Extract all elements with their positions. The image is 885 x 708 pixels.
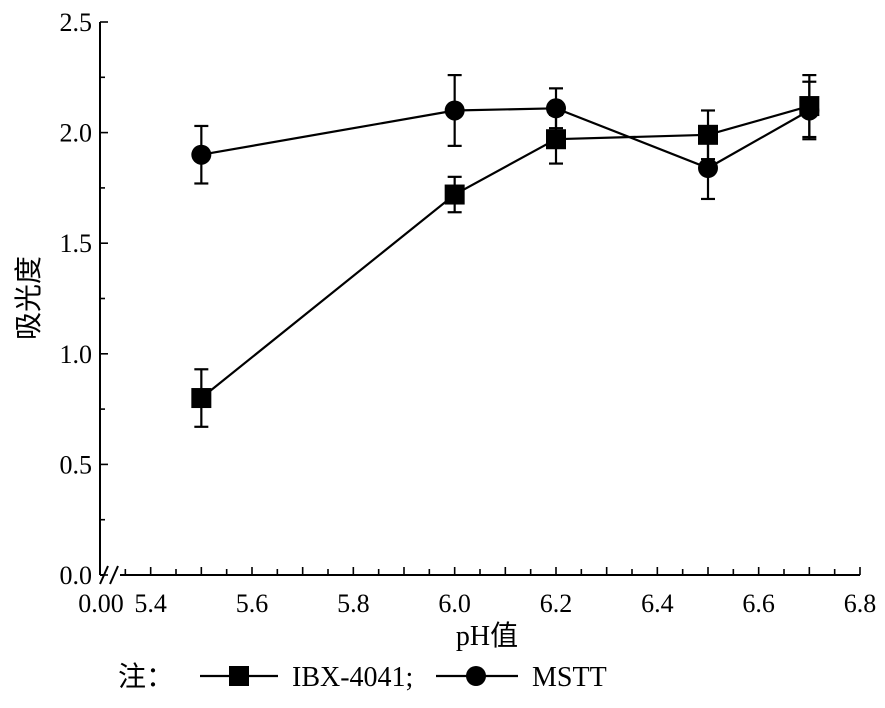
axes [99, 22, 860, 585]
data-point-square [444, 184, 465, 205]
data-point-square [546, 129, 566, 150]
x-tick-label: 5.8 [337, 589, 370, 618]
data-point-circle [444, 100, 465, 121]
x-origin-tick-label: 0.00 [78, 589, 124, 618]
series-square [191, 73, 820, 428]
x-tick-label: 5.6 [236, 589, 269, 618]
series-layer [191, 73, 820, 428]
legend-label-ibx: IBX-4041; [292, 662, 413, 693]
x-tick-label: 6.2 [540, 589, 573, 618]
y-tick-label: 1.0 [60, 340, 93, 369]
legend: 注： IBX-4041; MSTT [118, 661, 607, 693]
legend-square-marker-icon [229, 666, 249, 686]
legend-prefix: 注： [118, 661, 174, 693]
y-tick-label: 0.5 [60, 450, 93, 479]
axis-break-mark [109, 565, 119, 585]
x-tick-label: 6.0 [438, 589, 471, 618]
data-point-circle [698, 157, 718, 178]
y-tick-label: 2.0 [60, 119, 93, 148]
y-tick-label: 1.5 [60, 229, 93, 258]
data-point-circle [191, 144, 212, 165]
y-tick-label: 0.0 [60, 561, 93, 590]
x-axis-label: pH值 [456, 620, 518, 652]
y-tick-label: 2.5 [60, 8, 93, 37]
legend-label-mstt: MSTT [532, 662, 607, 693]
x-axis-ticks: 5.4 5.6 5.8 6.0 6.2 6.4 6.6 6.8 [124, 567, 877, 618]
data-point-circle [799, 100, 820, 121]
data-point-square [191, 388, 212, 409]
series-line [200, 105, 810, 399]
x-tick-label: 6.6 [742, 589, 775, 618]
series-line [201, 107, 810, 170]
x-tick-label: 6.4 [641, 589, 674, 618]
y-axis-label: 吸光度 [13, 256, 45, 340]
legend-circle-marker-icon [466, 666, 486, 686]
y-axis-ticks: 0.0 0.5 1.0 1.5 2.0 2.5 [60, 8, 108, 590]
data-point-circle [546, 98, 566, 119]
series-circle [191, 73, 820, 201]
data-point-square [698, 124, 718, 145]
x-tick-label: 5.4 [134, 589, 167, 618]
x-tick-label: 6.8 [844, 589, 877, 618]
